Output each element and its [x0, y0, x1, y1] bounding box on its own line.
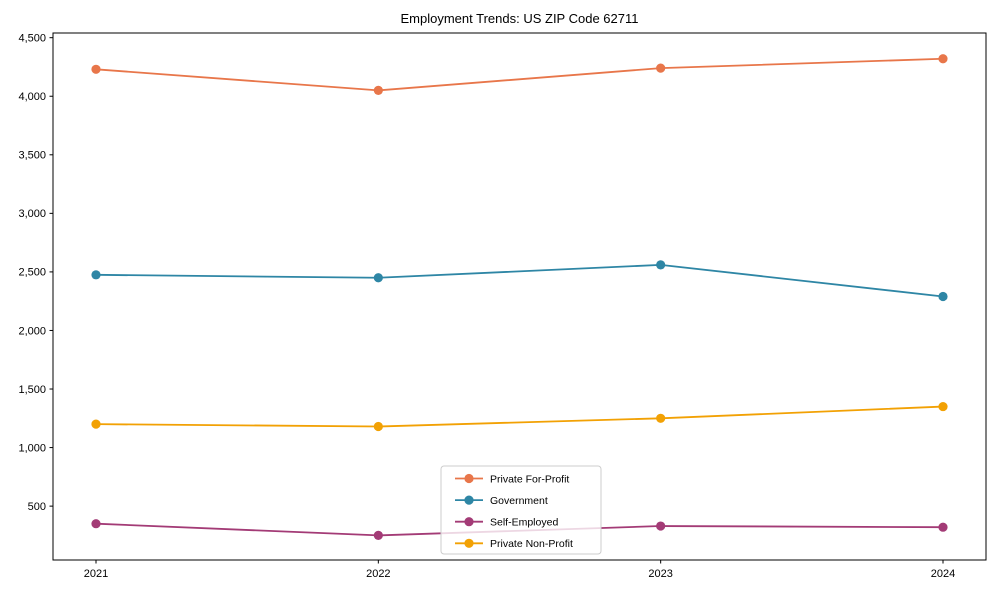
x-tick-label: 2022: [366, 568, 390, 580]
legend-marker-dot: [464, 473, 474, 484]
series-marker-private-non-profit: [938, 401, 948, 412]
series-marker-private-for-profit: [91, 64, 101, 74]
legend-label: Government: [490, 495, 548, 507]
series-marker-self-employed: [938, 522, 948, 532]
series-marker-private-for-profit: [656, 63, 666, 73]
legend-label: Private For-Profit: [490, 473, 569, 485]
series-marker-government: [373, 273, 383, 283]
axes-frame: [52, 32, 987, 561]
series-line-government: [95, 263, 944, 298]
series-marker-private-non-profit: [656, 413, 666, 423]
series-line-private-for-profit: [95, 57, 944, 92]
chart-title: Employment Trends: US ZIP Code 62711: [400, 11, 639, 26]
series-marker-government: [938, 291, 948, 302]
series-marker-self-employed: [656, 521, 666, 531]
legend-label: Private Non-Profit: [490, 538, 573, 550]
y-tick-label: 2,500: [18, 267, 46, 279]
legend-marker-dot: [464, 517, 474, 527]
series-line-private-non-profit: [95, 405, 944, 428]
series-marker-self-employed: [91, 519, 101, 529]
legend-box: [440, 465, 602, 555]
series-marker-private-for-profit: [373, 85, 383, 95]
series-marker-government: [656, 260, 666, 270]
series-marker-private-for-profit: [938, 54, 948, 64]
y-tick-label: 500: [28, 501, 46, 513]
y-tick-label: 3,500: [18, 150, 46, 162]
series-marker-private-non-profit: [373, 421, 383, 432]
y-tick-label: 2,000: [18, 325, 46, 337]
series-marker-government: [91, 270, 101, 280]
legend: Private For-Profit Government Self-Employe…: [440, 465, 602, 555]
x-tick-label: 2021: [84, 568, 108, 580]
y-tick-label: 1,000: [18, 442, 46, 454]
legend-marker-dot: [464, 538, 474, 548]
x-tick-label: 2023: [648, 568, 672, 580]
y-tick-label: 1,500: [18, 384, 46, 396]
legend-label: Self-Employed: [490, 517, 558, 529]
y-tick-label: 4,000: [18, 91, 46, 103]
legend-marker-dot: [464, 495, 474, 505]
y-tick-label: 3,000: [18, 208, 46, 220]
y-tick-label: 4,500: [18, 32, 46, 44]
series-marker-private-non-profit: [91, 419, 101, 429]
x-tick-label: 2024: [931, 568, 955, 580]
series-marker-self-employed: [373, 530, 383, 541]
